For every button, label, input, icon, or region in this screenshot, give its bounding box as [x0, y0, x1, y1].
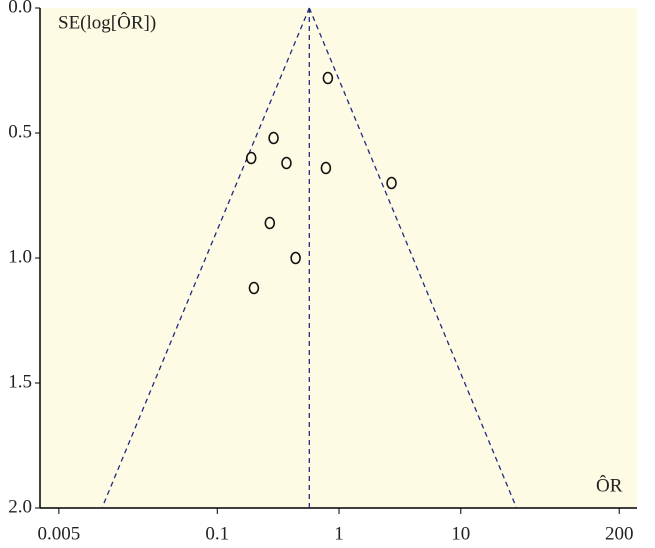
y-tick-label: 1.5 — [8, 371, 32, 392]
point — [281, 156, 292, 170]
funnel-line — [308, 7, 518, 509]
point — [264, 216, 276, 230]
x-tick-label: 200 — [605, 523, 634, 544]
point — [322, 71, 334, 85]
x-tick-label: 10 — [451, 523, 470, 544]
x-axis-label: ÔR — [596, 474, 623, 496]
x-tick-label: 0.1 — [205, 523, 229, 544]
point — [320, 161, 332, 175]
y-tick-label: 0.5 — [8, 121, 32, 142]
x-tick-label: 0.005 — [37, 523, 80, 544]
point — [386, 176, 397, 190]
y-tick-label: 1.0 — [8, 246, 32, 267]
plot-area — [40, 8, 637, 508]
point — [248, 281, 260, 295]
y-tick-label: 2.0 — [8, 496, 32, 517]
y-axis-label: SE(log[ÔR]) — [58, 11, 156, 33]
point — [290, 251, 301, 265]
x-tick-label: 1 — [334, 523, 344, 544]
funnel-line — [101, 7, 310, 509]
y-tick-label: 0.0 — [8, 0, 32, 17]
point — [268, 131, 279, 145]
point — [245, 151, 257, 165]
